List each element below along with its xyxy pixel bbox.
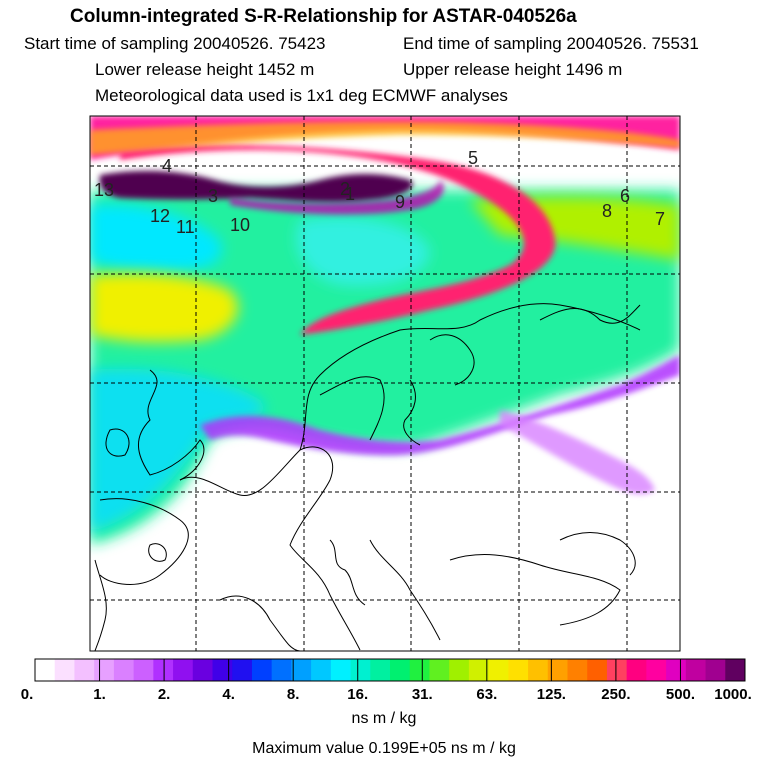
colorbar-swatch (409, 659, 430, 681)
colorbar-swatch (54, 659, 75, 681)
colorbar-swatch (685, 659, 707, 681)
start-time-label: Start time of sampling 20040526. 75423 (24, 34, 326, 53)
maximum-halo (230, 180, 444, 215)
trajectory-marker-2: 2 (340, 179, 350, 199)
colorbar-label: 500. (665, 686, 696, 703)
colorbar-swatch (113, 659, 135, 681)
cyan-zone-south (90, 368, 265, 532)
colorbar-swatch (606, 659, 628, 681)
northern-yellow-strip (90, 121, 680, 155)
colorbar-swatch (212, 659, 233, 681)
colorbar-swatch (468, 659, 490, 681)
colorbar-swatch (173, 659, 194, 681)
colorbar-swatch (74, 659, 95, 681)
colorbar-label: 63. (476, 686, 498, 703)
colorbar-swatch (271, 659, 292, 681)
high-sensitivity-arc (120, 144, 556, 335)
lower-height-label: Lower release height 1452 m (95, 60, 315, 79)
trajectory-marker-3: 3 (208, 186, 218, 206)
end-time-label: End time of sampling 20040526. 75531 (403, 34, 699, 53)
colorbar-label: 1000. (714, 686, 752, 703)
colorbar-swatch (488, 659, 509, 681)
colorbar-label: 4. (222, 686, 235, 703)
colorbar-swatch (646, 659, 667, 681)
colorbar-swatch (133, 659, 154, 681)
cyan-zone-central (296, 216, 430, 286)
colorbar-swatch (567, 659, 588, 681)
trajectory-marker-1: 1 (345, 184, 355, 204)
colorbar-swatch (508, 659, 529, 681)
map-frame (89, 115, 681, 652)
colorbar-swatch (528, 659, 549, 681)
trajectory-marker-8: 8 (602, 201, 612, 221)
trajectory-marker-5: 5 (468, 148, 478, 168)
colorbar-swatch (291, 659, 312, 681)
met-data-label: Meteorological data used is 1x1 deg ECMW… (95, 86, 508, 105)
colorbar (34, 658, 746, 682)
upper-height-label: Upper release height 1496 m (403, 60, 623, 79)
colorbar-swatch (153, 659, 174, 681)
trajectory-marker-12: 12 (150, 206, 170, 226)
trajectory-marker-11: 11 (176, 217, 195, 237)
colorbar-swatch (350, 659, 371, 681)
field-layer: 1 2 3 4 5 6 7 8 9 10 11 12 13 (90, 116, 680, 651)
colorbar-swatch (547, 659, 568, 681)
max-value-label: Maximum value 0.199E+05 ns m / kg (252, 740, 516, 757)
colorbar-swatch (705, 659, 726, 681)
cyan-zone-west (90, 204, 222, 272)
trajectory-marker-6: 6 (620, 186, 630, 206)
colorbar-label: 2. (157, 686, 171, 703)
graticule (90, 116, 680, 651)
colorbar-swatch (370, 659, 391, 681)
colorbar-swatch (725, 659, 746, 681)
colorbar-label: 250. (601, 686, 631, 703)
southern-edge-band (200, 355, 680, 456)
colorbar-swatch (251, 659, 273, 681)
colorbar-label: 1. (93, 686, 106, 703)
plume-tail (500, 410, 655, 495)
colorbar-swatch (429, 659, 450, 681)
colorbar-swatch (330, 659, 352, 681)
units-label: ns m / kg (351, 710, 417, 727)
colorbar-label: 8. (286, 686, 300, 703)
colorbar-swatch (390, 659, 411, 681)
colorbar-label: 125. (536, 686, 566, 703)
coastlines (94, 303, 641, 651)
trajectory-markers: 1 2 3 4 5 6 7 8 9 10 11 12 13 (94, 148, 665, 237)
trajectory-marker-9: 9 (395, 192, 405, 212)
colorbar-swatch (192, 659, 213, 681)
trajectory-marker-4: 4 (162, 156, 172, 176)
colorbar-swatch (35, 659, 56, 681)
maximum-core (99, 170, 413, 203)
colorbar-swatch (666, 659, 687, 681)
colorbar-label: 0. (20, 686, 34, 703)
colorbar-swatch (626, 659, 647, 681)
colorbar-label: 16. (347, 686, 369, 703)
colorbar-swatch (94, 659, 115, 681)
colorbar-swatch (232, 659, 253, 681)
colorbar-swatch (449, 659, 470, 681)
colorbar-swatch (587, 659, 608, 681)
colorbar-frame (34, 658, 746, 682)
trajectory-marker-10: 10 (230, 215, 250, 235)
trajectory-marker-13: 13 (94, 180, 114, 200)
colorbar-swatch (311, 659, 332, 681)
colorbar-label: 31. (411, 686, 433, 703)
trajectory-marker-7: 7 (655, 209, 665, 229)
map-title: Column-integrated S-R-Relationship for A… (70, 6, 577, 27)
low-sensitivity-field (90, 190, 680, 545)
yellow-zone-west (90, 273, 239, 343)
